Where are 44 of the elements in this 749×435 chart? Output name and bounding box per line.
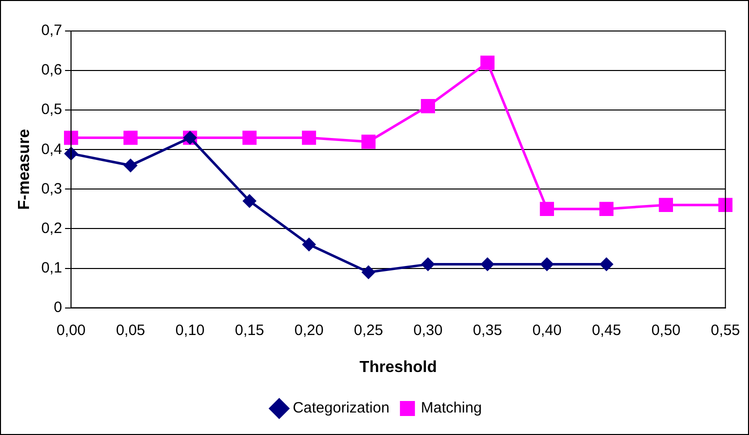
- y-tick-label: 0,6: [41, 62, 62, 79]
- y-tick-label: 0,5: [41, 101, 62, 118]
- point: [540, 202, 554, 216]
- point: [302, 130, 316, 145]
- point: [124, 158, 138, 172]
- x-tick-label: 0,40: [532, 322, 562, 339]
- y-tick-label: 0,2: [41, 220, 62, 237]
- x-tick-label: 0,00: [56, 322, 86, 339]
- x-tick-label: 0,25: [354, 322, 384, 339]
- y-tick-label: 0,4: [41, 140, 62, 158]
- y-tick-label: 0: [54, 298, 62, 316]
- x-tick-label: 0,45: [592, 322, 622, 339]
- y-tick-label: 0,7: [41, 22, 62, 40]
- point: [658, 198, 673, 212]
- point: [480, 56, 495, 70]
- x-tick-label: 0,30: [413, 322, 443, 339]
- point: [242, 194, 257, 208]
- x-tick-label: 0,50: [651, 322, 681, 339]
- y-tick-label: 0,3: [41, 180, 62, 198]
- legend-label: Matching: [420, 400, 482, 417]
- x-axis-title: Threshold: [360, 358, 437, 376]
- point: [599, 202, 614, 216]
- x-tick-label: 0,55: [710, 322, 740, 339]
- x-tick-label: 0,35: [472, 322, 502, 339]
- point: [361, 265, 376, 280]
- point: [64, 130, 78, 145]
- point: [64, 146, 78, 161]
- point: [420, 257, 435, 272]
- point: [361, 134, 376, 149]
- x-tick-label: 0,05: [116, 322, 146, 339]
- y-axis-title: F-measure: [16, 128, 34, 210]
- point: [480, 257, 494, 272]
- point: [302, 238, 316, 252]
- x-tick-label: 0,15: [234, 322, 264, 339]
- x-tick-label: 0,20: [294, 322, 324, 339]
- point: [420, 99, 436, 114]
- point: [599, 257, 614, 272]
- y-tick-label: 0,1: [41, 259, 62, 276]
- point: [718, 198, 732, 212]
- x-tick-label: 0,10: [175, 322, 205, 339]
- legend-label: Categorization: [292, 400, 390, 417]
- point: [123, 130, 138, 145]
- point: [540, 257, 554, 272]
- point: [242, 130, 257, 145]
